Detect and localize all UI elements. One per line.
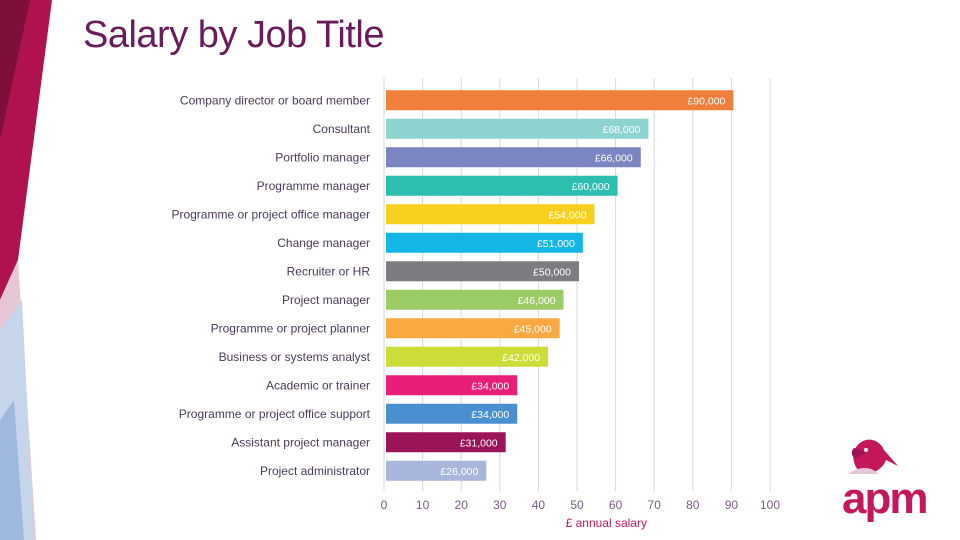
x-tick-label: 20: [455, 498, 469, 512]
x-tick-label: 0: [381, 498, 388, 512]
bar: [386, 90, 734, 111]
bar: [386, 403, 518, 424]
bar-value-label: £42,000: [502, 352, 540, 364]
category-label: Programme manager: [257, 179, 370, 193]
category-label: Company director or board member: [180, 93, 370, 107]
bar-value-label: £66,000: [595, 152, 633, 164]
category-label: Programme or project office manager: [171, 207, 370, 221]
bar: [386, 289, 564, 310]
category-label: Change manager: [277, 236, 370, 250]
x-tick-label: 30: [493, 498, 507, 512]
x-tick-label: 40: [532, 498, 546, 512]
bar: [386, 375, 518, 396]
x-axis-label: £ annual salary: [566, 516, 647, 530]
bar-value-label: £26,000: [440, 466, 478, 478]
bar-value-label: £68,000: [603, 124, 641, 136]
x-tick-label: 70: [648, 498, 662, 512]
bar-value-label: £31,000: [460, 437, 498, 449]
x-tick-label: 50: [570, 498, 584, 512]
bar-value-label: £34,000: [471, 380, 509, 392]
bar: [386, 147, 641, 168]
category-label: Consultant: [313, 122, 371, 136]
category-label: Project manager: [282, 293, 370, 307]
bar-value-label: £46,000: [518, 295, 556, 307]
x-tick-label: 60: [609, 498, 623, 512]
category-label: Business or systems analyst: [219, 350, 371, 364]
bar-value-label: £90,000: [687, 95, 725, 107]
bar-value-label: £51,000: [537, 238, 575, 250]
category-label: Programme or project planner: [211, 321, 370, 335]
bar-value-label: £34,000: [471, 409, 509, 421]
x-tick-label: 100: [760, 498, 780, 512]
page-title: Salary by Job Title: [83, 14, 384, 56]
apm-logo-text: apm: [842, 474, 928, 523]
category-label: Programme or project office support: [179, 407, 371, 421]
apm-heron-logo-icon: [848, 439, 898, 474]
bar: [386, 204, 595, 225]
bar: [386, 318, 560, 339]
bar-value-label: £45,000: [514, 323, 552, 335]
bar-value-label: £50,000: [533, 266, 571, 278]
bar: [386, 175, 618, 196]
x-tick-label: 10: [416, 498, 430, 512]
category-label: Recruiter or HR: [287, 264, 371, 278]
category-label: Assistant project manager: [231, 435, 370, 449]
category-label: Project administrator: [260, 464, 370, 478]
x-tick-label: 80: [686, 498, 700, 512]
left-edge-decoration: [0, 0, 52, 540]
bar: [386, 261, 579, 282]
category-label: Academic or trainer: [266, 378, 370, 392]
bar: [386, 232, 583, 253]
category-label: Portfolio manager: [275, 150, 370, 164]
bar-value-label: £54,000: [548, 209, 586, 221]
x-tick-label: 90: [725, 498, 739, 512]
bar: [386, 432, 506, 453]
bar: [386, 118, 649, 139]
bar: [386, 460, 487, 481]
bar-value-label: £60,000: [572, 181, 610, 193]
bar: [386, 346, 549, 367]
